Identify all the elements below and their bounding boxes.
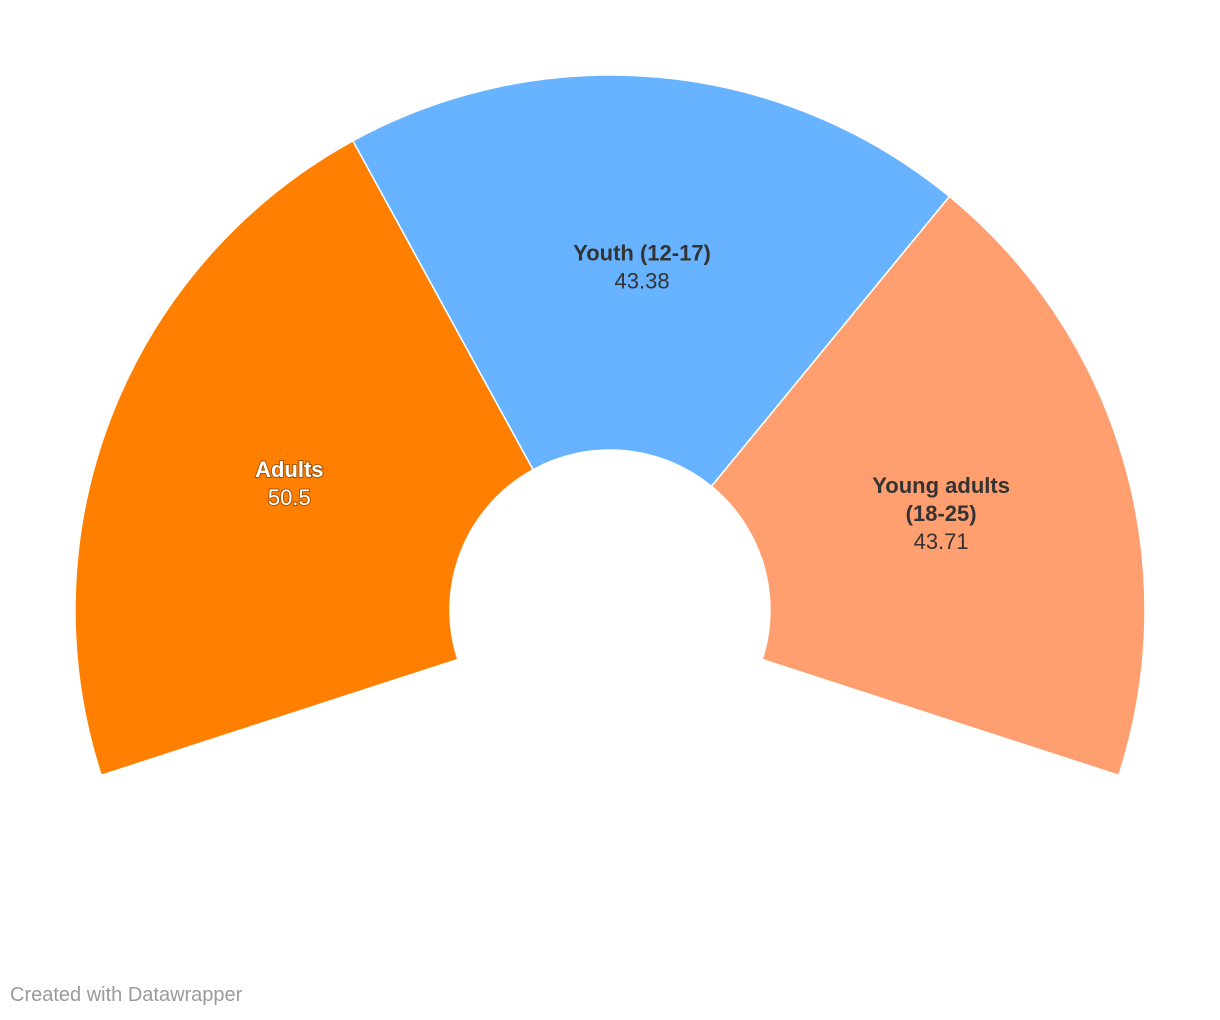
slice-category-label: Young adults [872,473,1010,498]
slice-category-label: Youth (12-17) [573,240,711,265]
chart-slices [74,74,1146,777]
slice-adults [74,139,535,777]
slice-youth-12-17 [351,74,951,488]
slice-value-label: 43.38 [615,268,670,293]
slice-category-label: (18-25) [906,501,977,526]
chart-labels: Adults 50.5 Youth (12-17) 43.38 Young adults… [254,240,1010,554]
datawrapper-credit: Created with Datawrapper [10,984,243,1006]
slice-young-adults-18-25 [710,195,1146,777]
slice-value-label: 50.5 [268,485,311,510]
slice-value-label: 43.71 [914,529,969,554]
slice-category-label: Adults [255,457,323,482]
